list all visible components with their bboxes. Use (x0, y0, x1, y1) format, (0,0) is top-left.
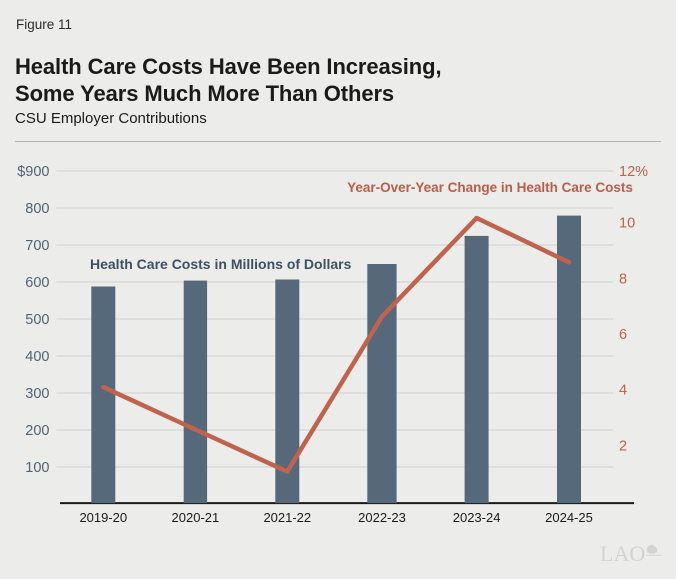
svg-text:2023-24: 2023-24 (453, 510, 501, 525)
svg-text:200: 200 (25, 423, 49, 439)
svg-text:500: 500 (25, 312, 49, 328)
svg-text:100: 100 (25, 460, 49, 476)
svg-text:2020-21: 2020-21 (172, 510, 220, 525)
svg-text:Health Care Costs in Millions: Health Care Costs in Millions of Dollars (90, 256, 352, 272)
svg-text:2022-23: 2022-23 (358, 510, 406, 525)
svg-text:400: 400 (25, 349, 49, 365)
svg-text:10: 10 (619, 216, 635, 232)
svg-text:6: 6 (619, 327, 627, 343)
svg-text:12%: 12% (619, 164, 648, 180)
svg-text:300: 300 (25, 386, 49, 402)
svg-text:700: 700 (25, 238, 49, 254)
svg-text:Year-Over-Year Change in Healt: Year-Over-Year Change in Health Care Cos… (347, 180, 633, 195)
svg-text:800: 800 (25, 201, 49, 217)
svg-text:2019-20: 2019-20 (79, 510, 127, 525)
svg-text:2: 2 (619, 438, 627, 454)
svg-text:2021-22: 2021-22 (263, 510, 311, 525)
svg-text:4: 4 (619, 383, 627, 399)
svg-text:LAO: LAO (600, 541, 645, 566)
svg-text:8: 8 (619, 271, 627, 287)
svg-text:600: 600 (25, 275, 49, 291)
svg-text:2024-25: 2024-25 (545, 510, 593, 525)
svg-text:$900: $900 (17, 164, 49, 180)
